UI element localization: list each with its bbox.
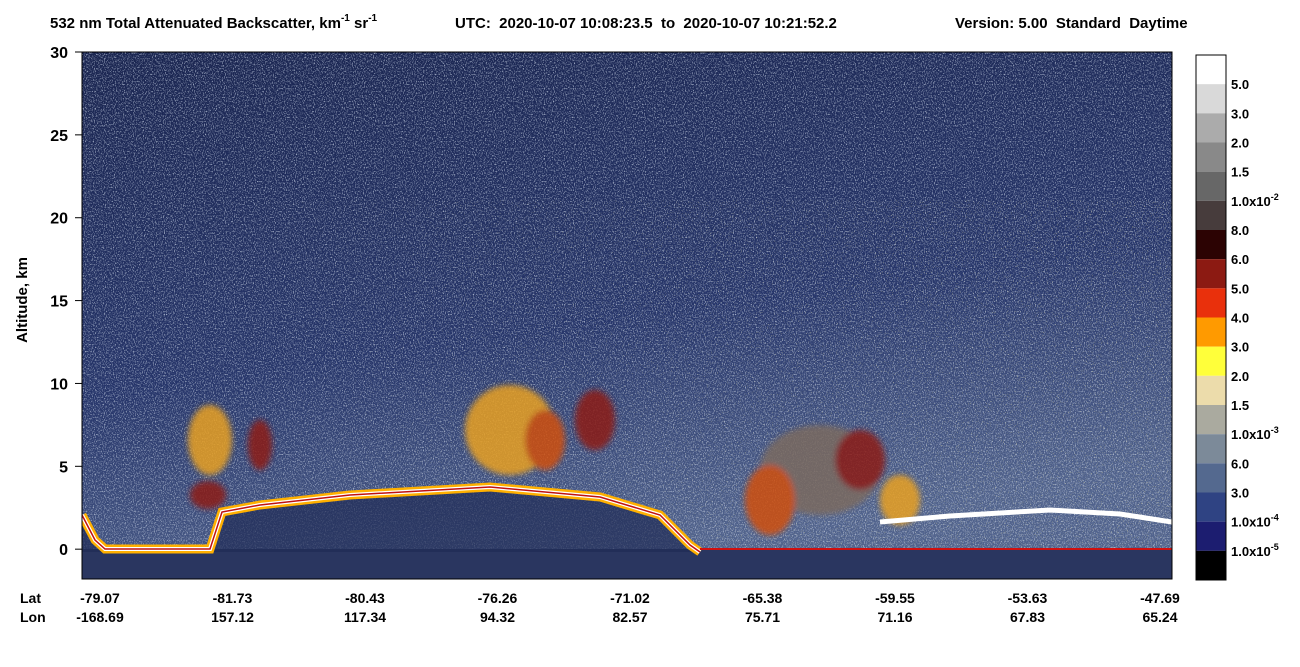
- colorbar-label-text: 1.0x10: [1231, 515, 1271, 530]
- colorbar-swatch: [1196, 259, 1226, 289]
- colorbar-swatch: [1196, 463, 1226, 493]
- x-tick-label: -65.38: [743, 590, 783, 606]
- plot-frame: [81, 51, 1173, 580]
- x-tick-label: 82.57: [612, 609, 647, 625]
- x-tick-label: 94.32: [480, 609, 515, 625]
- x-tick-label: -59.55: [875, 590, 915, 606]
- title-text: sr: [350, 15, 369, 32]
- x-tick-label: -71.02: [610, 590, 650, 606]
- x-tick-label: -80.43: [345, 590, 385, 606]
- y-tick-label: 20: [50, 211, 68, 228]
- colorbar-swatch: [1196, 346, 1226, 376]
- backscatter-image: [82, 52, 1172, 579]
- x-tick-label: -76.26: [478, 590, 518, 606]
- colorbar-label: 1.0x10-4: [1231, 513, 1279, 530]
- colorbar-label: 6.0: [1231, 252, 1249, 267]
- x-tick-label: 117.34: [344, 609, 386, 625]
- colorbar-label-text: 1.0x10: [1231, 427, 1271, 442]
- colorbar-label: 3.0: [1231, 106, 1249, 121]
- x-tick-label: 71.16: [877, 609, 912, 625]
- colorbar-label-text: 1.0x10: [1231, 544, 1271, 559]
- x-tick-label: -47.69: [1140, 590, 1180, 606]
- colorbar-label-sup: -3: [1271, 425, 1279, 435]
- colorbar-label: 5.0: [1231, 77, 1249, 92]
- y-tick-label: 25: [50, 128, 68, 145]
- y-tick-label: 0: [59, 542, 68, 559]
- x-tick-label: -79.07: [80, 590, 120, 606]
- y-axis-label: Altitude, km: [14, 257, 31, 343]
- time-range: UTC: 2020-10-07 10:08:23.5 to 2020-10-07…: [455, 15, 837, 32]
- colorbar-label-sup: -2: [1271, 192, 1279, 202]
- colorbar-swatch: [1196, 230, 1226, 260]
- colorbar-swatch: [1196, 550, 1226, 580]
- colorbar-swatch: [1196, 288, 1226, 318]
- colorbar-label: 3.0: [1231, 486, 1249, 501]
- colorbar-label: 1.5: [1231, 165, 1249, 180]
- colorbar-label: 1.0x10-5: [1231, 542, 1279, 559]
- colorbar-label: 2.0: [1231, 136, 1249, 151]
- x-row-name: Lon: [20, 609, 46, 625]
- colorbar-frame: [1195, 54, 1227, 581]
- colorbar-label-sup: -5: [1271, 542, 1279, 552]
- colorbar-swatch: [1196, 55, 1226, 85]
- colorbar-label: 1.0x10-3: [1231, 425, 1279, 442]
- colorbar-label: 5.0: [1231, 281, 1249, 296]
- colorbar-label: 2.0: [1231, 369, 1249, 384]
- colorbar-label: 3.0: [1231, 340, 1249, 355]
- colorbar-swatch: [1196, 434, 1226, 464]
- colorbar-swatch: [1196, 171, 1226, 201]
- colorbar-swatch: [1196, 200, 1226, 230]
- colorbar-swatch: [1196, 142, 1226, 172]
- colorbar-swatch: [1196, 375, 1226, 405]
- colorbar-swatch: [1196, 317, 1226, 347]
- x-tick-label: 67.83: [1010, 609, 1045, 625]
- x-tick-label: -53.63: [1008, 590, 1048, 606]
- colorbar-label-sup: -4: [1271, 513, 1279, 523]
- colorbar-swatch: [1196, 113, 1226, 143]
- x-row-name: Lat: [20, 590, 41, 606]
- y-tick-label: 15: [50, 294, 68, 311]
- y-tick-label: 10: [50, 376, 68, 393]
- colorbar-label: 8.0: [1231, 223, 1249, 238]
- colorbar-label: 6.0: [1231, 456, 1249, 471]
- x-tick-label: -168.69: [76, 609, 124, 625]
- title-sup: -1: [368, 13, 377, 24]
- colorbar-label: 1.5: [1231, 398, 1249, 413]
- colorbar-label: 4.0: [1231, 311, 1249, 326]
- x-tick-label: 75.71: [745, 609, 780, 625]
- x-tick-label: 65.24: [1142, 609, 1177, 625]
- colorbar-swatch: [1196, 521, 1226, 551]
- title-text: 532 nm Total Attenuated Backscatter, km: [50, 15, 341, 32]
- colorbar-swatch: [1196, 84, 1226, 114]
- x-tick-label: 157.12: [211, 609, 254, 625]
- y-tick-label: 5: [59, 459, 68, 476]
- colorbar-swatch: [1196, 492, 1226, 522]
- y-tick-label: 30: [50, 45, 68, 62]
- version: Version: 5.00 Standard Daytime: [955, 15, 1188, 32]
- x-tick-label: -81.73: [213, 590, 253, 606]
- title-sup: -1: [341, 13, 350, 24]
- colorbar-label-text: 1.0x10: [1231, 194, 1271, 209]
- colorbar-label: 1.0x10-2: [1231, 192, 1279, 209]
- chart-title: 532 nm Total Attenuated Backscatter, km-…: [50, 13, 378, 32]
- colorbar-swatch: [1196, 405, 1226, 435]
